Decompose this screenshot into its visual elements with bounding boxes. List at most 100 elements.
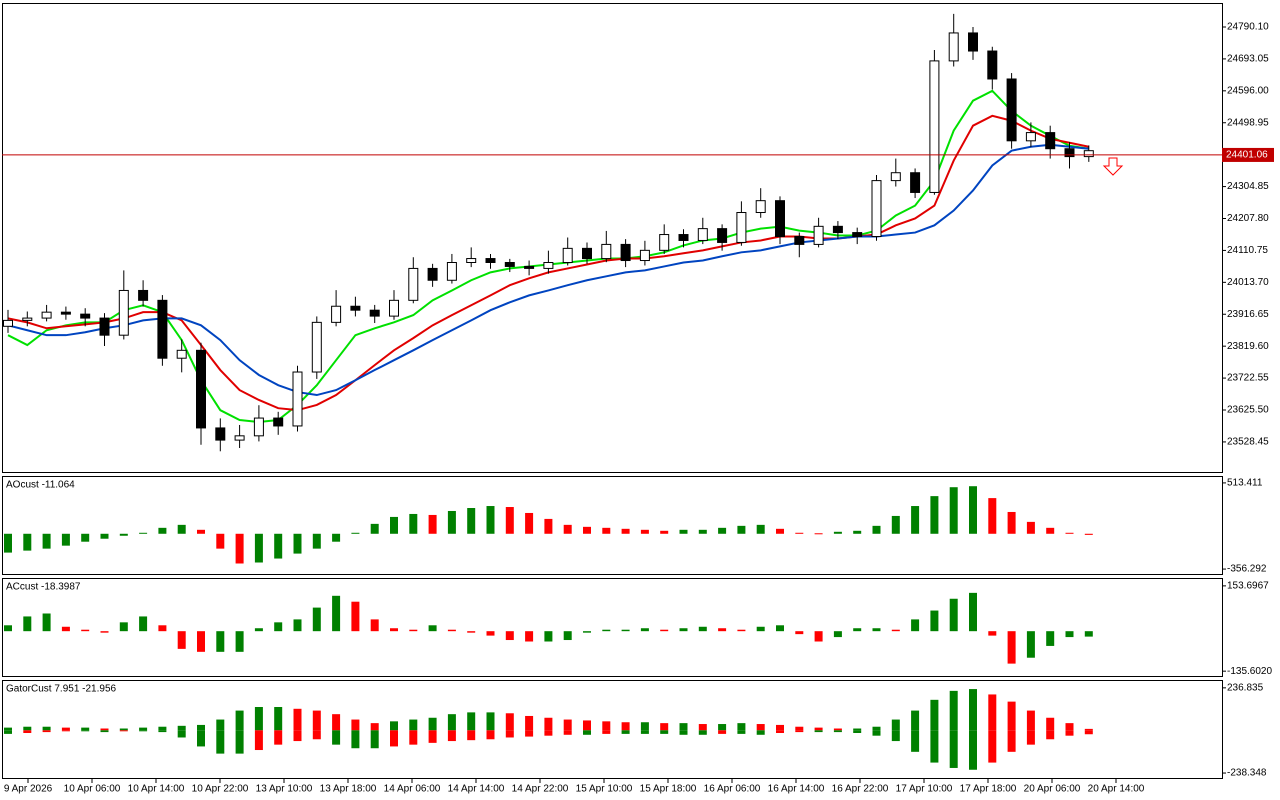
gator-bar xyxy=(312,710,321,731)
price-label-bg xyxy=(1222,147,1274,162)
y-tick-label: 153.6967 xyxy=(1227,581,1269,592)
histogram-bar xyxy=(949,487,958,534)
candle-body xyxy=(987,50,998,80)
candle-body xyxy=(331,305,342,323)
x-tick-label: 17 Apr 18:00 xyxy=(960,784,1017,795)
gator-bar xyxy=(718,724,727,731)
histogram-bar xyxy=(602,527,611,534)
y-tick-label: 24498.95 xyxy=(1227,117,1269,128)
histogram-bar xyxy=(61,626,70,632)
candle-body xyxy=(620,243,631,262)
ao-panel xyxy=(2,476,1223,575)
candle-body xyxy=(659,234,670,251)
gator-bar xyxy=(1026,710,1035,731)
gator-bar xyxy=(216,730,225,754)
histogram-bar xyxy=(718,628,727,632)
histogram-bar xyxy=(81,533,90,542)
histogram-bar xyxy=(4,625,12,632)
candle-body xyxy=(871,180,882,238)
histogram-bar xyxy=(332,533,341,542)
moving-average xyxy=(7,143,1089,397)
candle-body xyxy=(948,32,959,62)
candle-body xyxy=(794,236,805,245)
gator-bar xyxy=(776,724,784,731)
y-tick-label: 24693.05 xyxy=(1227,54,1269,65)
histogram-bar xyxy=(351,532,360,534)
candle-body xyxy=(369,309,380,317)
candle-body xyxy=(466,258,477,264)
gator-bar xyxy=(293,730,302,742)
gator-bar xyxy=(756,730,765,735)
candle-body xyxy=(813,225,824,245)
candle-body xyxy=(775,200,785,238)
gator-bar xyxy=(525,715,534,731)
candle-body xyxy=(118,289,129,336)
histogram-bar xyxy=(370,523,379,534)
gator-bar xyxy=(949,690,958,731)
candle-body xyxy=(736,212,747,243)
histogram-bar xyxy=(409,629,418,632)
y-tick-label: -238.348 xyxy=(1227,768,1267,779)
gator-bar xyxy=(776,730,784,733)
gator-bar xyxy=(42,726,51,731)
histogram-bar xyxy=(139,616,148,632)
gator-bar xyxy=(833,730,842,733)
gator-bar xyxy=(332,714,341,731)
histogram-bar xyxy=(390,628,398,632)
gator-bar xyxy=(969,730,977,770)
histogram-bar xyxy=(776,528,784,534)
gator-bar xyxy=(409,719,418,731)
x-tick-label: 15 Apr 18:00 xyxy=(640,784,697,795)
candle-body xyxy=(1083,150,1094,158)
histogram-bar xyxy=(23,616,32,632)
histogram-bar xyxy=(486,506,495,534)
histogram-bar xyxy=(197,529,205,534)
gator-bar xyxy=(467,730,476,741)
x-tick-label: 14 Apr 06:00 xyxy=(384,784,441,795)
candle-body xyxy=(524,265,535,269)
gator-bar xyxy=(447,714,456,731)
histogram-bar xyxy=(447,510,456,534)
candle-body xyxy=(311,321,322,373)
histogram-bar xyxy=(447,629,456,632)
candle-body xyxy=(446,262,457,281)
histogram-bar xyxy=(833,631,842,638)
gator-bar xyxy=(158,726,167,731)
histogram-bar xyxy=(177,524,186,534)
ac-panel xyxy=(2,578,1223,677)
y-tick-label: 23819.60 xyxy=(1227,341,1269,352)
gator-bar xyxy=(602,721,611,731)
histogram-bar xyxy=(293,533,302,554)
histogram-bar xyxy=(1065,532,1074,534)
gator-bar xyxy=(544,717,553,731)
gator-bar xyxy=(100,730,109,733)
histogram-bar xyxy=(254,628,263,632)
candle-body xyxy=(427,267,438,281)
gator-bar xyxy=(139,727,148,731)
histogram-bar xyxy=(1065,631,1074,638)
gator-bar xyxy=(1065,730,1074,736)
histogram-bar xyxy=(467,631,476,633)
candle-body xyxy=(22,317,33,321)
histogram-bar xyxy=(390,516,398,534)
candle-body xyxy=(234,435,245,441)
histogram-bar xyxy=(544,631,553,642)
histogram-bar xyxy=(525,512,534,534)
histogram-bar xyxy=(4,533,12,553)
gator-bar xyxy=(814,730,823,733)
gator-bar xyxy=(698,724,707,731)
histogram-bar xyxy=(525,631,534,642)
histogram-bar xyxy=(679,628,688,632)
gator-bar xyxy=(853,728,862,731)
histogram-bar xyxy=(640,628,649,632)
histogram-bar xyxy=(274,622,283,632)
y-tick-label: 24596.00 xyxy=(1227,85,1269,96)
histogram-bar xyxy=(119,533,128,536)
candle-body xyxy=(350,305,361,311)
candle-body xyxy=(543,262,554,269)
candle-body xyxy=(755,200,766,214)
histogram-bar xyxy=(602,629,611,632)
gator-bar xyxy=(602,730,611,734)
histogram-bar xyxy=(235,631,244,652)
histogram-bar xyxy=(1084,533,1093,535)
